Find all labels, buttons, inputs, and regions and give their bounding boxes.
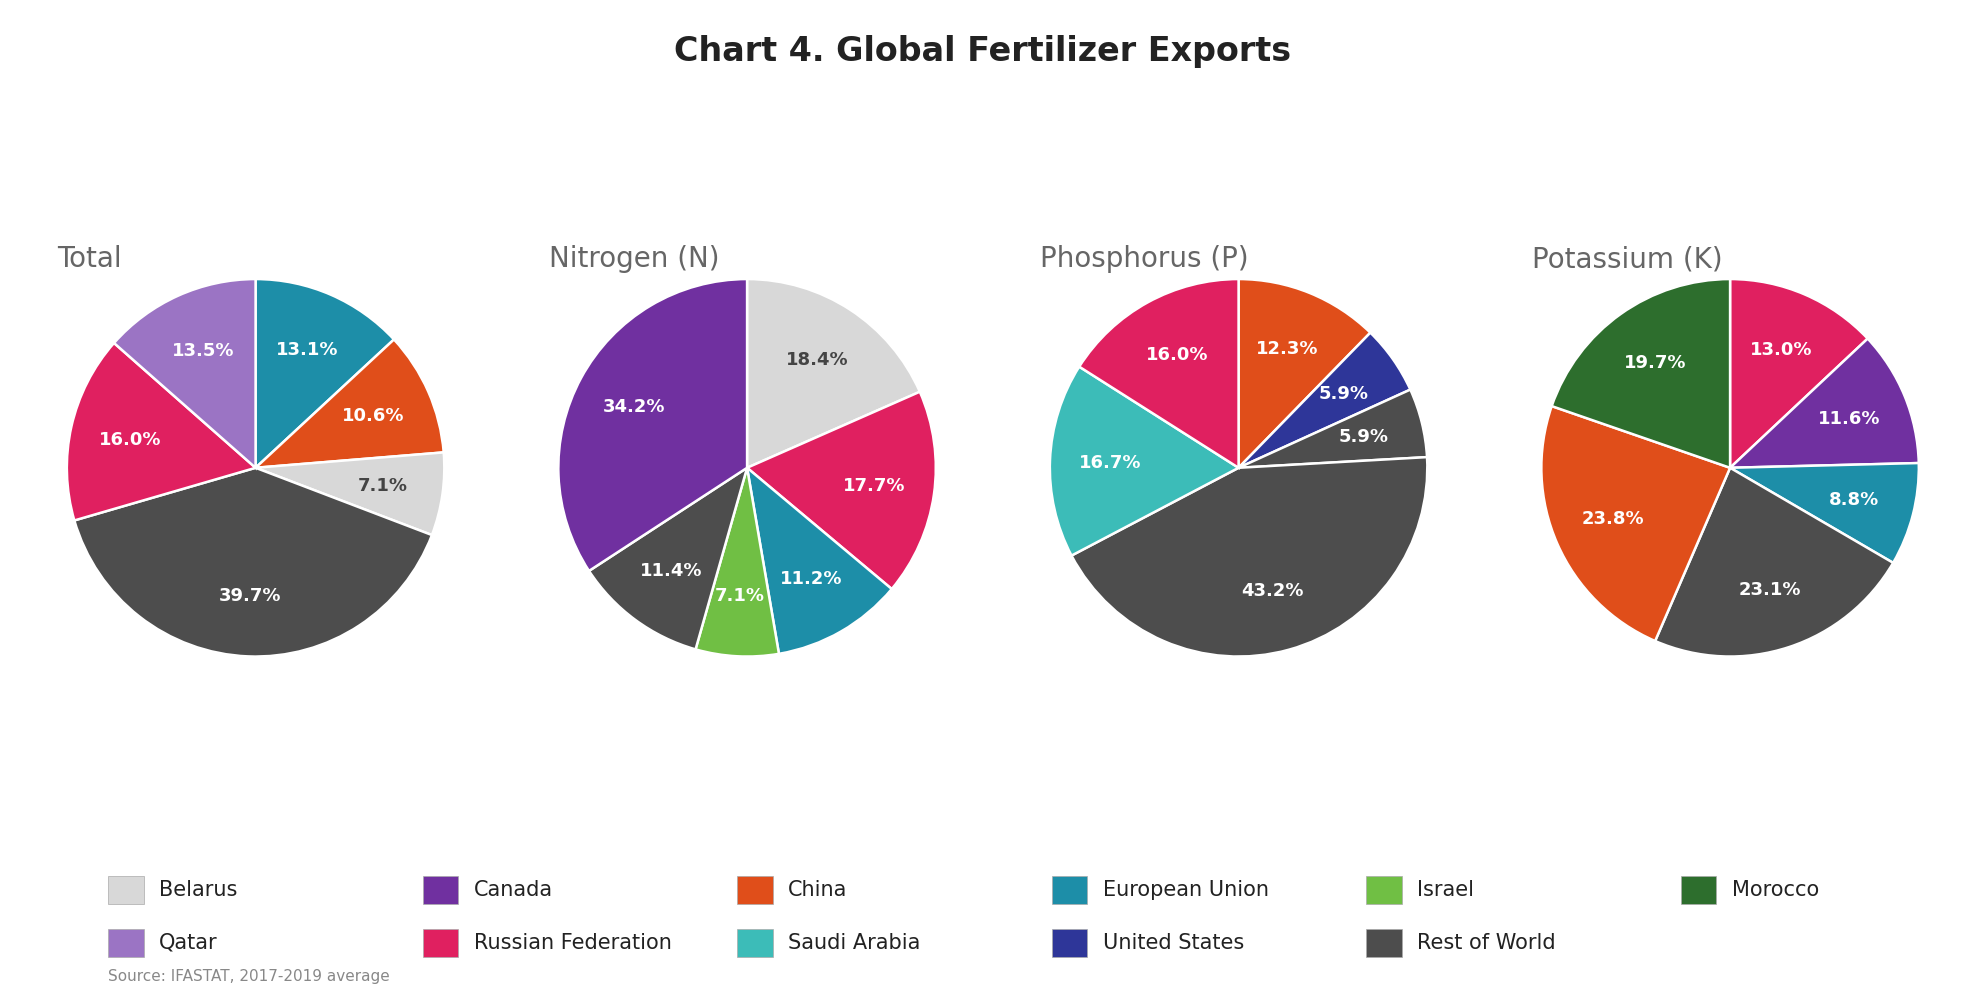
Text: 7.1%: 7.1% <box>358 477 407 495</box>
Text: Israel: Israel <box>1417 880 1474 900</box>
Wedge shape <box>114 279 256 468</box>
Text: 23.1%: 23.1% <box>1738 580 1801 599</box>
Wedge shape <box>747 391 936 589</box>
Text: Qatar: Qatar <box>159 933 218 953</box>
Wedge shape <box>696 468 779 657</box>
Text: Rest of World: Rest of World <box>1417 933 1557 953</box>
Wedge shape <box>1239 389 1427 468</box>
Text: 18.4%: 18.4% <box>786 351 849 369</box>
Text: 16.7%: 16.7% <box>1079 454 1142 472</box>
Wedge shape <box>747 279 920 468</box>
Text: Canada: Canada <box>474 880 552 900</box>
Text: 17.7%: 17.7% <box>843 477 906 495</box>
Text: 19.7%: 19.7% <box>1624 354 1687 372</box>
Wedge shape <box>1730 279 1868 468</box>
Wedge shape <box>1541 406 1730 641</box>
Text: 43.2%: 43.2% <box>1243 582 1303 601</box>
Wedge shape <box>1730 339 1919 468</box>
Wedge shape <box>1551 279 1730 468</box>
Text: 13.5%: 13.5% <box>171 342 234 360</box>
Text: 34.2%: 34.2% <box>604 397 665 415</box>
Text: Phosphorus (P): Phosphorus (P) <box>1040 245 1248 273</box>
Wedge shape <box>558 279 747 571</box>
Wedge shape <box>1239 279 1370 468</box>
Text: Morocco: Morocco <box>1732 880 1819 900</box>
Text: China: China <box>788 880 847 900</box>
Text: 11.2%: 11.2% <box>781 570 841 589</box>
Wedge shape <box>1239 333 1410 468</box>
Wedge shape <box>75 468 433 657</box>
Text: Chart 4. Global Fertilizer Exports: Chart 4. Global Fertilizer Exports <box>674 35 1292 68</box>
Text: 16.0%: 16.0% <box>1146 346 1207 364</box>
Wedge shape <box>256 453 444 535</box>
Text: Belarus: Belarus <box>159 880 238 900</box>
Text: Saudi Arabia: Saudi Arabia <box>788 933 920 953</box>
Wedge shape <box>256 339 444 468</box>
Wedge shape <box>1655 468 1893 657</box>
Text: 13.1%: 13.1% <box>275 341 338 359</box>
Wedge shape <box>1730 463 1919 562</box>
Wedge shape <box>1071 457 1427 657</box>
Text: 10.6%: 10.6% <box>342 407 405 426</box>
Text: 16.0%: 16.0% <box>98 431 161 449</box>
Text: Source: IFASTAT, 2017-2019 average: Source: IFASTAT, 2017-2019 average <box>108 969 389 984</box>
Wedge shape <box>747 468 893 654</box>
Text: 23.8%: 23.8% <box>1581 510 1644 528</box>
Wedge shape <box>67 343 256 520</box>
Text: 12.3%: 12.3% <box>1256 340 1317 358</box>
Text: United States: United States <box>1103 933 1244 953</box>
Text: 7.1%: 7.1% <box>716 586 765 605</box>
Text: Total: Total <box>57 245 122 273</box>
Text: 11.6%: 11.6% <box>1817 410 1879 428</box>
Text: 5.9%: 5.9% <box>1339 428 1388 446</box>
Wedge shape <box>256 279 393 468</box>
Wedge shape <box>590 468 747 649</box>
Wedge shape <box>1050 366 1239 555</box>
Text: 8.8%: 8.8% <box>1828 491 1879 509</box>
Text: 13.0%: 13.0% <box>1750 341 1813 359</box>
Text: 5.9%: 5.9% <box>1319 385 1368 403</box>
Text: Russian Federation: Russian Federation <box>474 933 672 953</box>
Text: 39.7%: 39.7% <box>218 588 281 605</box>
Text: Nitrogen (N): Nitrogen (N) <box>549 245 720 273</box>
Text: 11.4%: 11.4% <box>639 562 702 580</box>
Wedge shape <box>1079 279 1239 468</box>
Text: European Union: European Union <box>1103 880 1268 900</box>
Text: Potassium (K): Potassium (K) <box>1532 245 1722 273</box>
